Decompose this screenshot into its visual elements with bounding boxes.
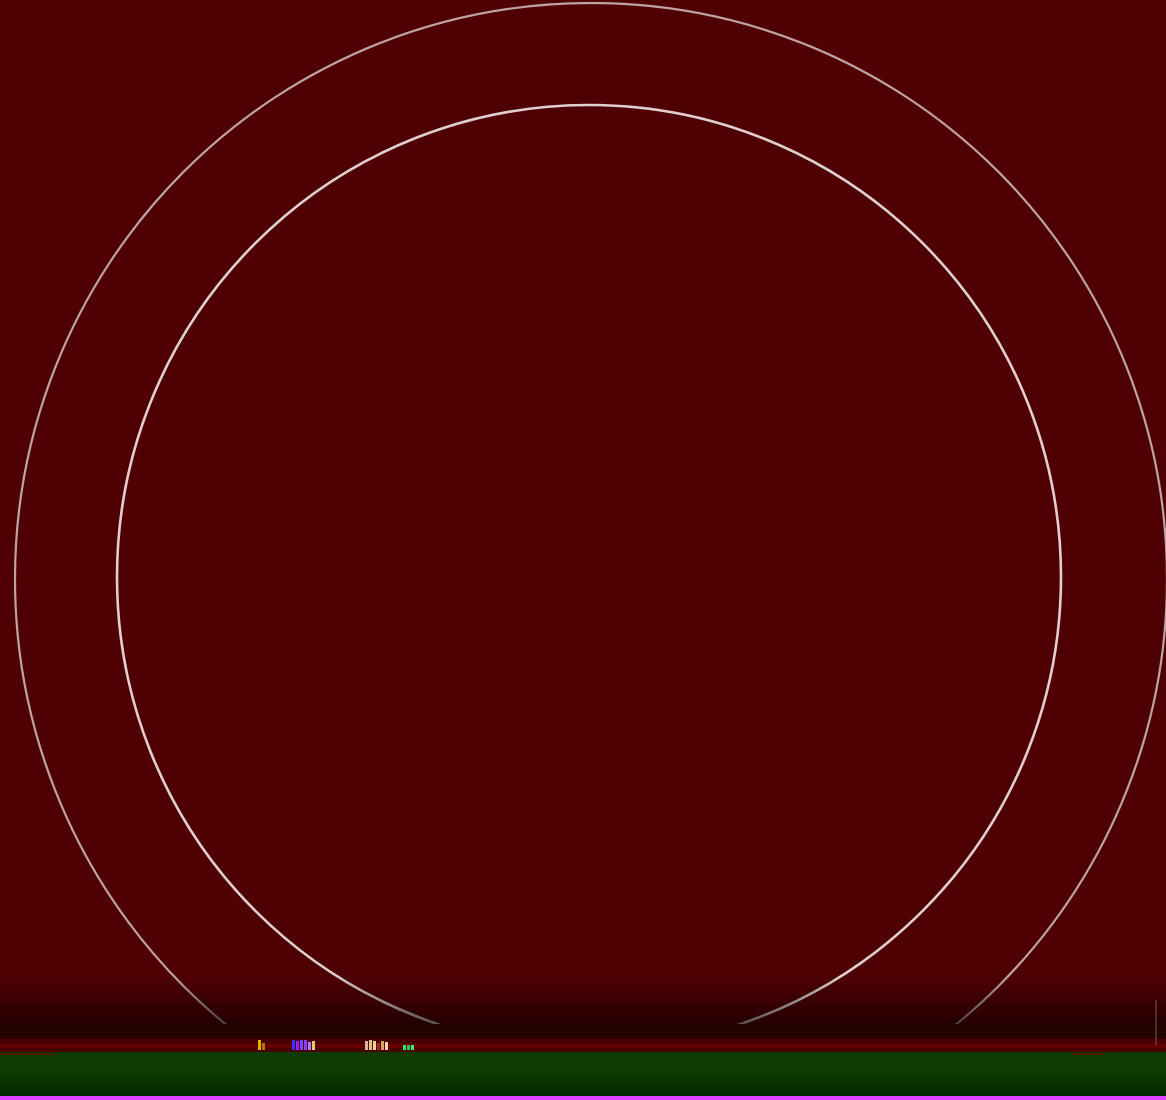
banner-caption bbox=[148, 1026, 1048, 1078]
banner-left-dashes: ――――― bbox=[0, 1043, 55, 1064]
tiny-glyph-cluster bbox=[258, 1038, 265, 1050]
status-bar: ――――― ――― bbox=[0, 1024, 1166, 1096]
right-edge-mark bbox=[1155, 1000, 1157, 1045]
tiny-glyph-cluster bbox=[403, 1038, 414, 1050]
banner-right-dashes: ――― bbox=[1072, 1043, 1105, 1064]
status-stripe bbox=[0, 1044, 1166, 1048]
outer-ring bbox=[14, 2, 1166, 1100]
inner-ring bbox=[115, 103, 1063, 1051]
magenta-bottom-edge bbox=[0, 1096, 1166, 1100]
tiny-glyph-cluster bbox=[365, 1038, 388, 1050]
tiny-glyph-cluster bbox=[292, 1038, 315, 1050]
